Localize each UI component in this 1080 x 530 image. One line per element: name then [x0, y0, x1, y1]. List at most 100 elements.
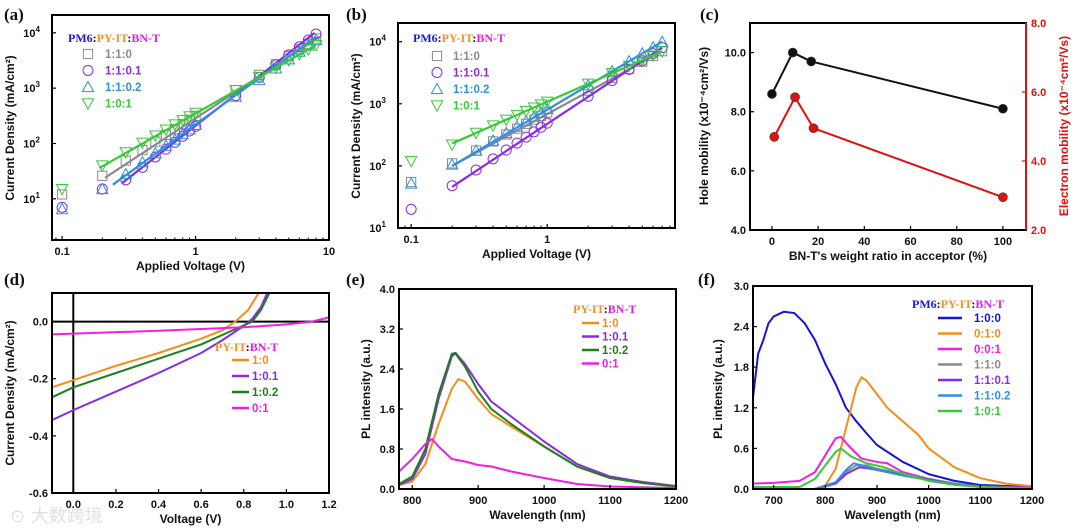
- y-tick-exponent: 3: [382, 96, 387, 105]
- panel-label: (f): [698, 270, 715, 289]
- y-tick-exponent: 4: [382, 34, 387, 43]
- legend-title-segment: PM6: [413, 31, 438, 45]
- series-1-0: [52, 293, 260, 389]
- fit-line: [451, 46, 663, 188]
- data-point: [119, 167, 133, 180]
- legend-label: 1:0.2: [602, 345, 628, 357]
- x-tick-label: 10: [323, 246, 335, 258]
- series-1-0-1: [399, 352, 676, 487]
- chart-panel-d: (d) 0.0 0.2 0.4 0.6 0.8 1.0 1.2 -0.6 -0.4 -0.2 0.0 V…: [3, 270, 337, 526]
- data-point: [310, 28, 322, 40]
- watermark-logo: ⊙ 大数跨境: [10, 506, 103, 527]
- data-point: [519, 105, 533, 118]
- data-point: [635, 55, 649, 67]
- x-tick-label: 0.8: [236, 499, 251, 511]
- y-tick-label: 103: [369, 96, 386, 111]
- x-tick-label: 0.1: [404, 234, 419, 246]
- series-line: [52, 293, 260, 389]
- x-axis-title: Wavelength (nm): [844, 508, 940, 522]
- legend-marker: [81, 80, 95, 93]
- data-point: [56, 201, 68, 213]
- legend-marker: [81, 98, 95, 111]
- legend-label: 1:0: [602, 318, 619, 330]
- legend-label: 0:1:0: [974, 329, 1001, 341]
- legend-marker: [431, 50, 443, 62]
- data-point: [282, 55, 296, 67]
- series-line: [771, 51, 1004, 110]
- data-point: [95, 182, 109, 195]
- x-axis-title: BN-T's weight ratio in acceptor (%): [789, 249, 987, 263]
- y-tick-label: 8.0: [731, 107, 746, 119]
- x-tick-label: 1: [544, 234, 550, 246]
- legend-label: 1:1:0: [974, 360, 1001, 372]
- series-1-0-1: [55, 40, 323, 196]
- y2-tick-label: 4.0: [1031, 156, 1046, 168]
- x-tick-label: 60: [904, 236, 916, 248]
- legend-title-segment: BN-T: [975, 297, 1004, 311]
- legend-title-segment: PY-IT: [573, 302, 605, 316]
- data-point: [541, 117, 553, 129]
- plot-frame: [397, 22, 676, 229]
- x-tick-label: 1200: [1020, 495, 1044, 507]
- data-point: [510, 109, 524, 122]
- y-tick-exponent: 2: [382, 158, 387, 167]
- data-point: [309, 33, 323, 46]
- y-tick-label: 1.8: [734, 362, 749, 374]
- x-tick-label: 0.6: [194, 499, 209, 511]
- legend-marker: [431, 67, 443, 78]
- x-tick-label: 900: [469, 495, 487, 507]
- x-tick-label: 800: [403, 495, 421, 507]
- data-point: [292, 49, 306, 61]
- y-tick-exponent: 3: [36, 80, 41, 89]
- x-tick-label: 0.4: [151, 499, 167, 511]
- x-tick-label: 700: [764, 495, 782, 507]
- x-tick-label: 1100: [968, 495, 992, 507]
- legend-label: 1:0:1: [105, 99, 132, 111]
- y-tick-label: 102: [369, 158, 386, 173]
- series-line: [52, 316, 329, 336]
- data-point: [229, 89, 243, 102]
- data-point: [404, 176, 418, 189]
- data-point: [137, 144, 148, 156]
- data-point: [581, 78, 595, 91]
- data-point: [520, 131, 532, 143]
- legend: PY-IT:BN-T 1:0 1:0.11:0.2 0:1: [573, 302, 636, 371]
- legend-label: 1:1:0.2: [453, 84, 489, 96]
- y2-tick-label: 8.0: [1031, 18, 1046, 30]
- series-1-0-0: [753, 310, 1032, 488]
- y-tick-label: 0.0: [33, 317, 48, 329]
- data-point: [998, 103, 1008, 114]
- legend-title: PY-IT:BN-T: [573, 302, 636, 316]
- data-point: [511, 137, 523, 149]
- data-point: [499, 114, 513, 127]
- data-point: [252, 71, 266, 84]
- plot-area: [753, 310, 1032, 489]
- data-point: [189, 107, 202, 120]
- legend-label: 1:1:0.1: [105, 66, 142, 78]
- legend-label: 1:1:0: [105, 49, 132, 61]
- legend-title-segment: :: [246, 340, 250, 354]
- x-tick-label: 0.0: [66, 499, 81, 511]
- legend-title-segment: :: [971, 297, 975, 311]
- y-tick-label: 101: [23, 191, 40, 206]
- x-tick-label: 0: [769, 236, 775, 248]
- y-tick-label: 2.4: [380, 364, 396, 376]
- y-tick-label: 4.0: [380, 284, 395, 296]
- legend: PM6:PY-IT:BN-T1:0:00:1:00:0:11:1:01:1:0.…: [912, 297, 1011, 418]
- series-1-0-2: [52, 293, 271, 399]
- data-point: [269, 62, 283, 75]
- data-point: [787, 47, 798, 58]
- legend-marker: [430, 100, 444, 113]
- y-tick-exponent: 2: [36, 135, 41, 144]
- y-tick-label: -0.6: [29, 488, 48, 500]
- legend-title-segment: :: [604, 302, 608, 316]
- legend-marker: [430, 82, 444, 95]
- panel-label: (a): [4, 5, 24, 24]
- plot-area: [767, 47, 1008, 203]
- legend-title-segment: :: [438, 31, 442, 45]
- x-tick-label: 40: [858, 236, 870, 248]
- data-point: [605, 64, 619, 77]
- data-point: [301, 44, 315, 56]
- legend-title: PY-IT:BN-T: [215, 340, 278, 354]
- data-point: [309, 40, 323, 52]
